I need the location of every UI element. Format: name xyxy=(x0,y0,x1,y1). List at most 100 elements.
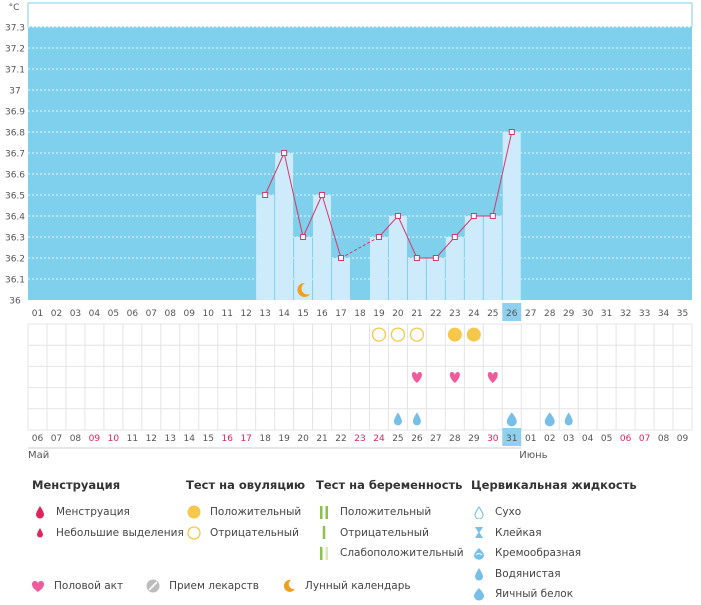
date-label: 04 xyxy=(582,434,594,444)
cycle-day-label: 04 xyxy=(89,309,101,319)
month-label: Май xyxy=(28,450,49,461)
temperature-bar xyxy=(502,132,521,300)
temperature-point xyxy=(300,234,307,240)
cycle-day-label: 10 xyxy=(203,309,215,319)
temperature-line-segment xyxy=(340,236,380,259)
temperature-line-segment xyxy=(283,152,304,238)
temperature-point xyxy=(375,234,382,240)
date-label: 27 xyxy=(430,434,441,444)
cycle-day-label: 11 xyxy=(221,309,232,319)
egg-white-drop-icon xyxy=(471,586,487,602)
moon-icon xyxy=(281,578,297,594)
double-stripe-icon xyxy=(316,504,332,520)
y-tick-label: 36.4 xyxy=(5,213,25,223)
legend-title: Менструация xyxy=(32,478,121,492)
ovulation-test-legend: Тест на овуляцию Положительный Отрицател… xyxy=(186,478,305,543)
egg-white-marker xyxy=(544,412,555,427)
date-label: 03 xyxy=(563,434,574,444)
current-date-highlight xyxy=(502,428,522,446)
blood-drop-icon xyxy=(32,504,48,520)
cervical-fluid-legend: Цервикальная жидкость Сухо Клейкая Кремо… xyxy=(471,478,637,605)
legend-title: Тест на овуляцию xyxy=(186,478,306,492)
date-label: 25 xyxy=(392,434,403,444)
y-tick-label: 37.3 xyxy=(5,24,25,34)
cycle-day-label: 13 xyxy=(259,309,270,319)
cycle-day-label: 30 xyxy=(582,309,594,319)
watery-marker xyxy=(393,412,402,426)
bbt-chart: 36 36.1 36.2 36.3 36.4 36.5 36.6 36.7 36.8 36.9 37… xyxy=(5,2,693,461)
cycle-day-label: 16 xyxy=(316,309,328,319)
temperature-bar xyxy=(369,237,388,300)
heart-icon xyxy=(30,578,46,594)
ovulation-negative-marker xyxy=(371,327,387,342)
date-label: 08 xyxy=(658,434,670,444)
creamy-drop-icon xyxy=(471,545,487,561)
temperature-bar xyxy=(332,258,351,300)
temperature-bar xyxy=(445,237,464,300)
legend-item-intercourse: Половой акт xyxy=(30,578,123,594)
temperature-point xyxy=(508,129,515,135)
heart-marker xyxy=(487,372,498,383)
date-label: 12 xyxy=(146,434,157,444)
y-tick-label: 36.7 xyxy=(5,150,25,160)
temperature-line-segment xyxy=(397,215,418,259)
plot-top-strip xyxy=(27,2,693,28)
cycle-day-label: 22 xyxy=(430,309,441,319)
date-label: 15 xyxy=(203,434,214,444)
date-label: 29 xyxy=(468,434,480,444)
faint-stripe-icon xyxy=(316,545,332,561)
y-tick-label: 36.6 xyxy=(5,171,25,181)
current-day-highlight xyxy=(502,303,522,321)
date-label: 24 xyxy=(373,434,385,444)
temperature-point xyxy=(413,255,420,261)
legend-item-eggwhite: Яичный белок xyxy=(471,584,637,605)
cycle-day-label: 28 xyxy=(544,309,556,319)
legend-item-spotting: Небольшие выделения xyxy=(32,523,184,544)
watery-marker xyxy=(564,412,573,426)
date-label: 07 xyxy=(51,434,62,444)
temperature-bar xyxy=(464,216,483,300)
date-label: 10 xyxy=(108,434,120,444)
egg-white-marker xyxy=(506,412,517,427)
y-tick-label: 37.2 xyxy=(5,45,25,55)
cycle-day-label: 05 xyxy=(108,309,119,319)
temperature-line-segment xyxy=(378,215,399,238)
legend-title: Тест на беременность xyxy=(316,478,463,492)
date-label: 17 xyxy=(240,434,251,444)
temperature-point xyxy=(319,192,326,198)
cycle-day-label: 25 xyxy=(487,309,498,319)
y-tick-label: 36.1 xyxy=(5,276,25,286)
ovulation-negative-marker xyxy=(390,327,406,342)
legend-item-menstruation: Менструация xyxy=(32,502,184,523)
cycle-day-label: 23 xyxy=(449,309,460,319)
temperature-bar xyxy=(407,258,426,300)
cycle-day-label: 35 xyxy=(677,309,688,319)
date-label: 05 xyxy=(601,434,612,444)
y-tick-label: 36.3 xyxy=(5,234,25,244)
date-label: 01 xyxy=(525,434,536,444)
cycle-day-label: 09 xyxy=(184,309,196,319)
y-tick-label: 36 xyxy=(9,297,21,307)
date-label: 26 xyxy=(411,434,423,444)
cycle-day-label: 32 xyxy=(620,309,631,319)
temperature-bar xyxy=(313,195,332,300)
temperature-point xyxy=(470,213,477,219)
legend-item-ovulation-positive: Положительный xyxy=(186,502,305,523)
outline-drop-icon xyxy=(471,504,487,520)
small-blood-drop-icon xyxy=(32,525,48,541)
date-label: 08 xyxy=(70,434,82,444)
temperature-point xyxy=(281,150,288,156)
legend-item-pregnancy-negative: Отрицательный xyxy=(316,523,464,544)
temperature-bar xyxy=(483,216,502,300)
filled-circle-icon xyxy=(186,504,202,520)
legend-item-creamy: Кремообразная xyxy=(471,543,637,564)
legend-item-dry: Сухо xyxy=(471,502,637,523)
cycle-day-label: 19 xyxy=(373,309,385,319)
cycle-day-label: 34 xyxy=(658,309,670,319)
temperature-bar xyxy=(388,216,407,300)
empty-circle-icon xyxy=(186,525,202,541)
heart-marker xyxy=(411,372,422,383)
date-label: 21 xyxy=(316,434,327,444)
date-label: 20 xyxy=(297,434,309,444)
temperature-bar xyxy=(426,258,445,300)
